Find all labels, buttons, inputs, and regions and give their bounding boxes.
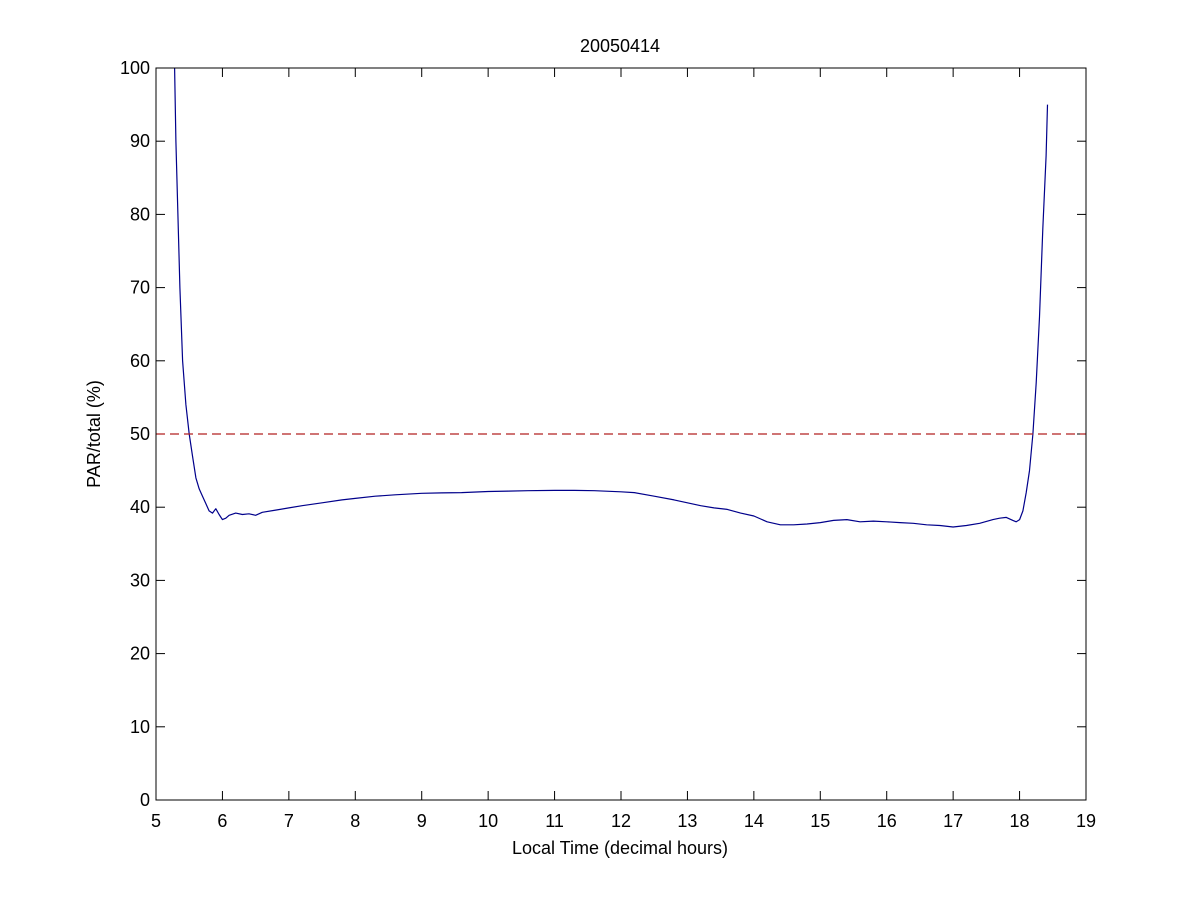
x-tick-label: 11 <box>545 811 564 831</box>
x-tick-label: 16 <box>877 811 897 831</box>
x-tick-label: 9 <box>417 811 427 831</box>
y-tick-label: 70 <box>130 278 150 298</box>
x-tick-label: 12 <box>611 811 631 831</box>
x-tick-label: 19 <box>1076 811 1096 831</box>
x-tick-label: 17 <box>943 811 963 831</box>
x-tick-label: 18 <box>1010 811 1030 831</box>
x-tick-label: 14 <box>744 811 764 831</box>
x-axis: 5 6 7 8 9 10 11 12 13 14 15 16 17 18 19 <box>151 68 1096 831</box>
axes-frame <box>155 67 1087 801</box>
y-tick-label: 10 <box>130 717 150 737</box>
x-tick-label: 7 <box>284 811 294 831</box>
y-tick-label: 60 <box>130 351 150 371</box>
x-tick-label: 5 <box>151 811 161 831</box>
y-tick-label: 0 <box>140 790 150 810</box>
y-tick-label: 80 <box>130 204 150 224</box>
x-axis-title: Local Time (decimal hours) <box>512 838 728 858</box>
y-tick-label: 90 <box>130 131 150 151</box>
x-tick-label: 13 <box>677 811 697 831</box>
chart-title: 20050414 <box>580 36 660 56</box>
y-tick-label: 20 <box>130 644 150 664</box>
y-tick-label: 30 <box>130 570 150 590</box>
y-tick-label: 50 <box>130 424 150 444</box>
y-axis: 0 10 20 30 40 50 60 70 80 90 100 <box>120 58 1086 810</box>
x-tick-label: 8 <box>350 811 360 831</box>
y-axis-title: PAR/total (%) <box>84 380 104 488</box>
x-tick-label: 6 <box>217 811 227 831</box>
series-layer <box>156 67 1086 528</box>
par-ratio-line <box>174 67 1049 528</box>
x-tick-label: 10 <box>478 811 498 831</box>
y-tick-label: 40 <box>130 497 150 517</box>
x-tick-label: 15 <box>810 811 830 831</box>
y-tick-label: 100 <box>120 58 150 78</box>
